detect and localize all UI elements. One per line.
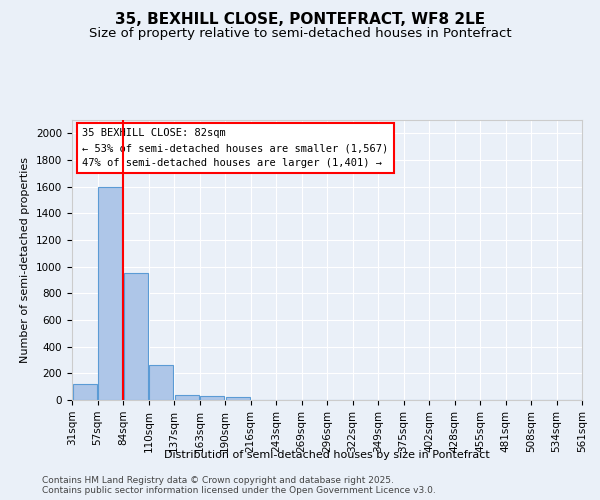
Text: 35 BEXHILL CLOSE: 82sqm
← 53% of semi-detached houses are smaller (1,567)
47% of: 35 BEXHILL CLOSE: 82sqm ← 53% of semi-de… — [82, 128, 388, 168]
Text: 35, BEXHILL CLOSE, PONTEFRACT, WF8 2LE: 35, BEXHILL CLOSE, PONTEFRACT, WF8 2LE — [115, 12, 485, 28]
Text: Contains public sector information licensed under the Open Government Licence v3: Contains public sector information licen… — [42, 486, 436, 495]
Bar — [175, 394, 199, 400]
Text: Distribution of semi-detached houses by size in Pontefract: Distribution of semi-detached houses by … — [164, 450, 490, 460]
Bar — [149, 366, 173, 400]
Bar — [73, 384, 97, 400]
Y-axis label: Number of semi-detached properties: Number of semi-detached properties — [20, 157, 31, 363]
Text: Size of property relative to semi-detached houses in Pontefract: Size of property relative to semi-detach… — [89, 28, 511, 40]
Text: Contains HM Land Registry data © Crown copyright and database right 2025.: Contains HM Land Registry data © Crown c… — [42, 476, 394, 485]
Bar — [200, 396, 224, 400]
Bar — [226, 398, 250, 400]
Bar — [98, 186, 122, 400]
Bar — [124, 274, 148, 400]
